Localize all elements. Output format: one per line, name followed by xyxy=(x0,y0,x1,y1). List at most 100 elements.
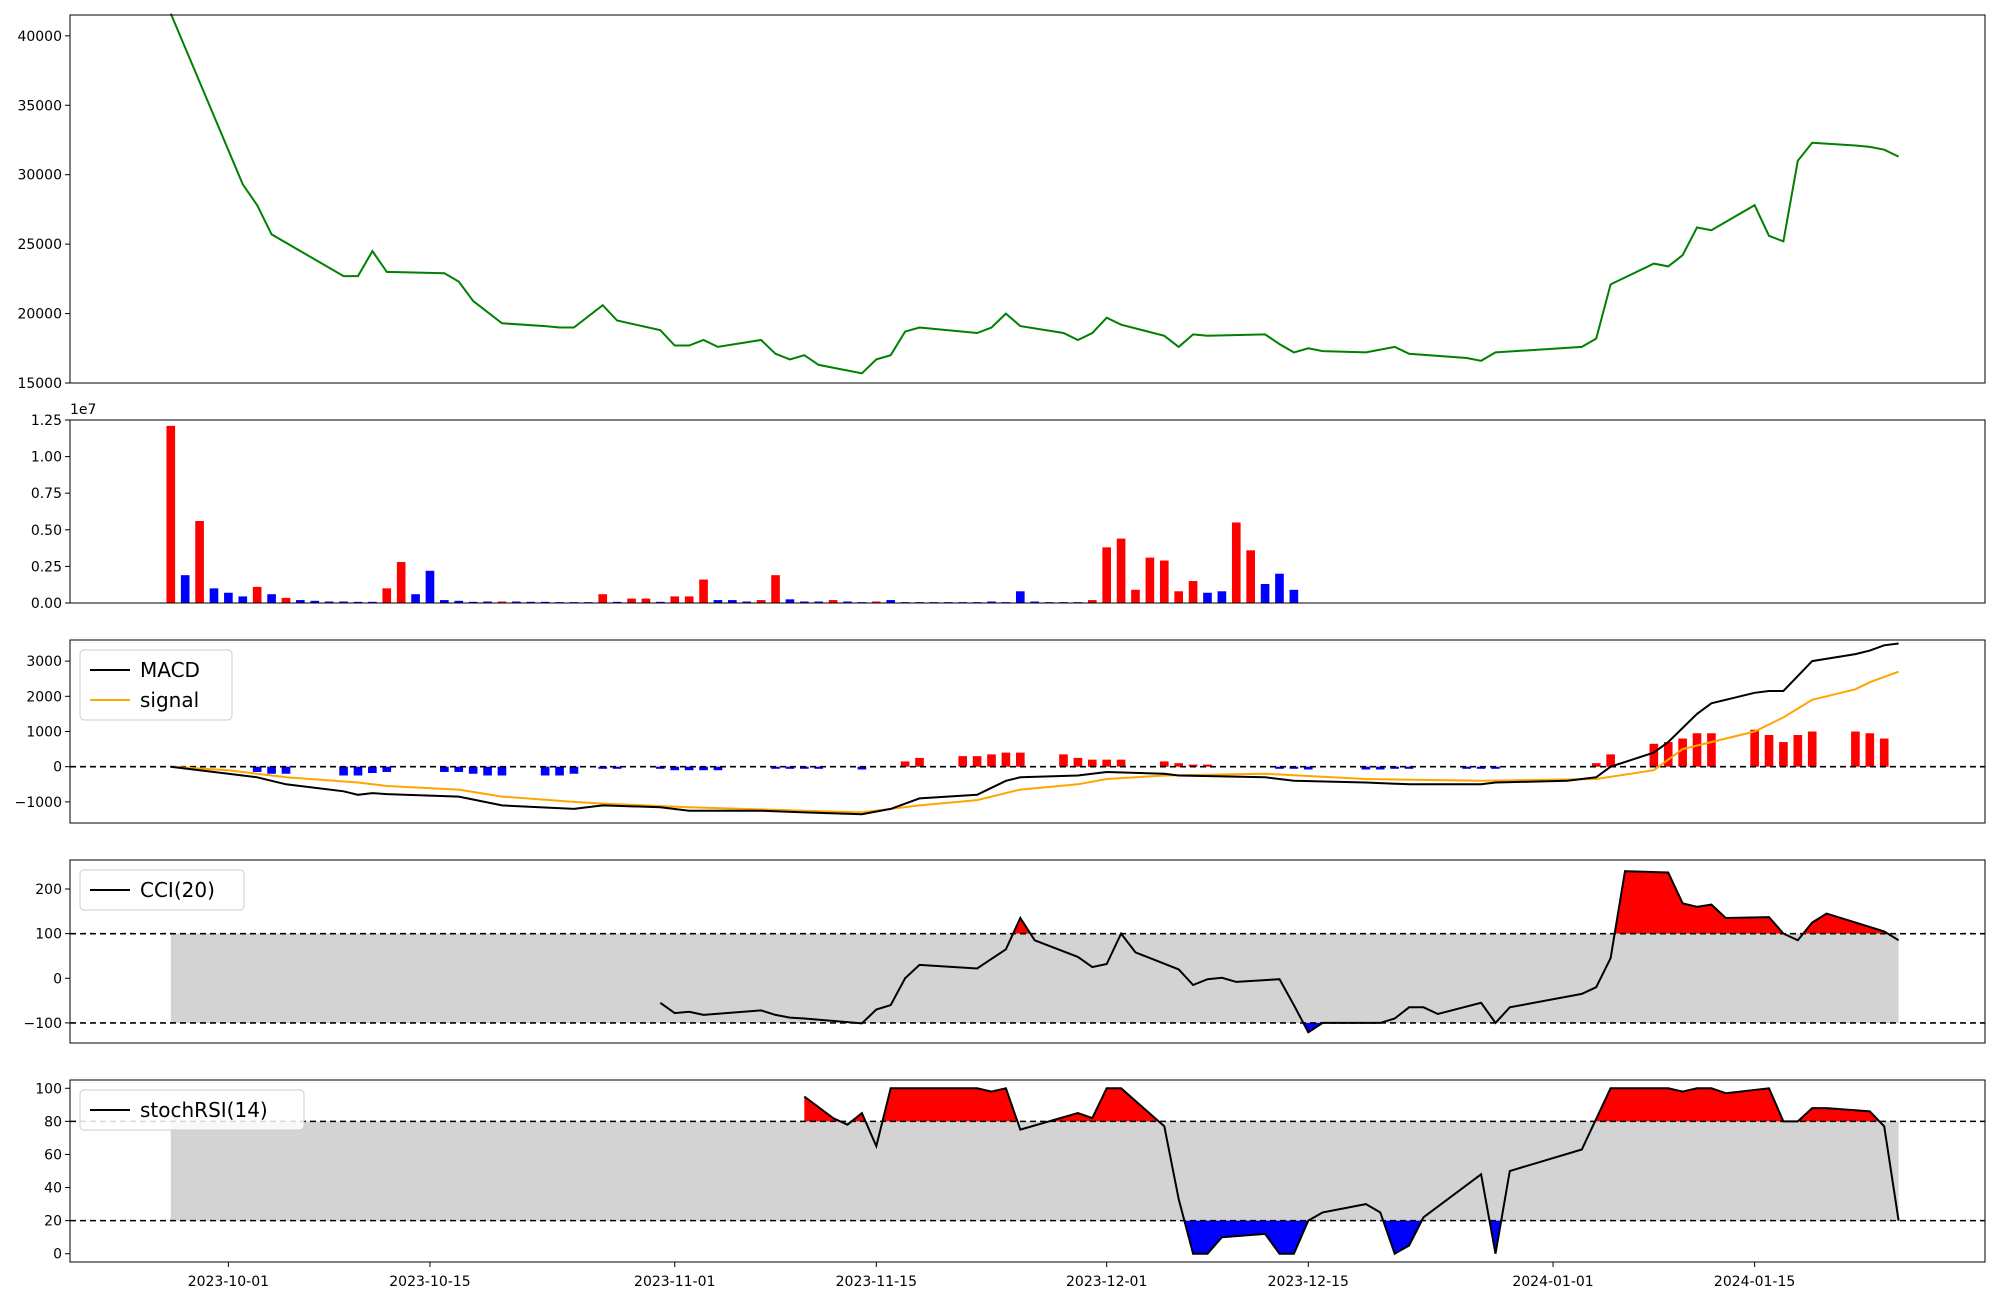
y-tick-label: 60 xyxy=(44,1147,62,1163)
macd-histogram-bar xyxy=(1779,742,1788,767)
panel-frame xyxy=(69,14,1986,384)
macd-histogram-bar xyxy=(1001,752,1011,767)
macd-histogram-bar xyxy=(1059,754,1068,767)
volume-bar xyxy=(1246,550,1255,603)
overbought-fill xyxy=(1595,1088,1880,1122)
panel-frame xyxy=(69,1079,1986,1263)
macd-histogram-bar xyxy=(684,766,694,771)
y-tick-label: 0.75 xyxy=(31,486,62,502)
volume-bar xyxy=(540,601,550,603)
macd-histogram-bar xyxy=(483,766,492,776)
macd-histogram-bar xyxy=(252,766,262,772)
y-tick-label: 80 xyxy=(44,1114,62,1130)
macd-histogram-bar xyxy=(555,766,564,776)
volume-bar xyxy=(296,600,305,603)
neutral-band xyxy=(170,1121,1899,1221)
volume-bar xyxy=(684,596,694,603)
volume-bar xyxy=(1131,589,1140,603)
overbought-fill xyxy=(1803,913,1888,934)
volume-bar xyxy=(1015,591,1025,603)
macd-histogram-bar xyxy=(540,766,550,776)
volume-bar xyxy=(1145,557,1155,603)
x-tick-label: 2023-11-01 xyxy=(634,1274,715,1290)
macd-histogram-bar xyxy=(1203,764,1212,767)
volume-bar xyxy=(1217,591,1227,603)
x-tick-label: 2023-10-01 xyxy=(188,1274,269,1290)
volume-bar xyxy=(800,601,809,603)
volume-bar xyxy=(382,588,392,603)
oversold-fill xyxy=(1303,1022,1381,1033)
macd-histogram-bar xyxy=(1851,731,1860,767)
y-tick-label: 0 xyxy=(53,971,62,987)
legend-label: stochRSI(14) xyxy=(140,1098,268,1122)
panel-frame xyxy=(69,639,1986,824)
volume-bar xyxy=(1102,547,1112,603)
macd-histogram-bar xyxy=(1390,766,1399,769)
macd-histogram-bar xyxy=(1663,742,1673,767)
volume-bar xyxy=(512,601,521,603)
x-tick-label: 2024-01-01 xyxy=(1512,1274,1593,1290)
x-tick-label: 2024-01-15 xyxy=(1714,1274,1795,1290)
macd-histogram-bar xyxy=(1865,733,1875,767)
macd-histogram-bar xyxy=(1491,766,1500,769)
macd-histogram-bar xyxy=(1764,735,1774,767)
macd-histogram-bar xyxy=(1116,759,1126,767)
volume-bar xyxy=(656,601,665,603)
y-tick-label: 0 xyxy=(53,760,62,776)
macd-histogram-bar xyxy=(1174,763,1184,767)
legend-box xyxy=(79,869,245,911)
macd-histogram-bar xyxy=(1087,759,1097,767)
y-tick-label: 1.00 xyxy=(31,450,62,466)
volume-bar xyxy=(1188,581,1198,603)
macd-histogram-bar xyxy=(1159,761,1169,767)
volume-bar xyxy=(627,598,636,603)
volume-bar xyxy=(641,598,651,603)
volume-bar xyxy=(1203,592,1212,603)
macd-histogram-bar xyxy=(1591,763,1601,767)
y-tick-label: 0 xyxy=(53,1247,62,1263)
macd-histogram-bar xyxy=(900,761,910,767)
volume-bar xyxy=(267,594,276,603)
y-tick-label: 40 xyxy=(44,1181,62,1197)
indicator-line xyxy=(803,1087,1900,1256)
volume-bar xyxy=(497,601,507,603)
volume-bar xyxy=(224,592,233,603)
y-tick-label: 40000 xyxy=(17,29,62,45)
macd-histogram-bar xyxy=(1303,766,1313,770)
macd-histogram-bar xyxy=(612,766,622,769)
y-multiplier-label: 1e7 xyxy=(70,402,96,418)
y-tick-label: 2000 xyxy=(26,689,62,705)
macd-histogram-bar xyxy=(368,766,377,774)
volume-bar xyxy=(612,601,622,603)
volume-bar xyxy=(425,570,435,603)
macd-histogram-bar xyxy=(1750,729,1759,767)
y-tick-label: 200 xyxy=(35,882,62,898)
macd-histogram-bar xyxy=(785,766,795,769)
macd-histogram-bar xyxy=(699,766,708,771)
macd-histogram-bar xyxy=(1275,766,1284,769)
volume-bar xyxy=(180,575,190,603)
volume-bar xyxy=(209,588,219,603)
volume-bar xyxy=(756,600,766,603)
macd-histogram-bar xyxy=(656,766,665,769)
volume-bar xyxy=(252,586,262,603)
macd-histogram-bar xyxy=(267,766,276,774)
volume-bar xyxy=(828,600,838,603)
volume-bar xyxy=(598,594,608,603)
volume-bar xyxy=(871,601,881,603)
volume-bar xyxy=(166,425,176,603)
x-tick-label: 2023-10-15 xyxy=(389,1274,470,1290)
oversold-fill xyxy=(1489,1220,1502,1254)
macd-histogram-bar xyxy=(454,766,464,772)
macd-histogram-bar xyxy=(281,766,291,774)
macd-histogram-bar xyxy=(1375,766,1385,770)
macd-histogram-bar xyxy=(1678,738,1687,767)
macd-histogram-bar xyxy=(857,766,867,770)
legend-label: signal xyxy=(140,688,199,712)
volume-bar xyxy=(1174,591,1184,603)
volume-bar xyxy=(238,596,248,603)
macd-histogram-bar xyxy=(1606,754,1615,767)
y-tick-label: 0.00 xyxy=(31,596,62,612)
macd-histogram-bar xyxy=(569,766,579,774)
